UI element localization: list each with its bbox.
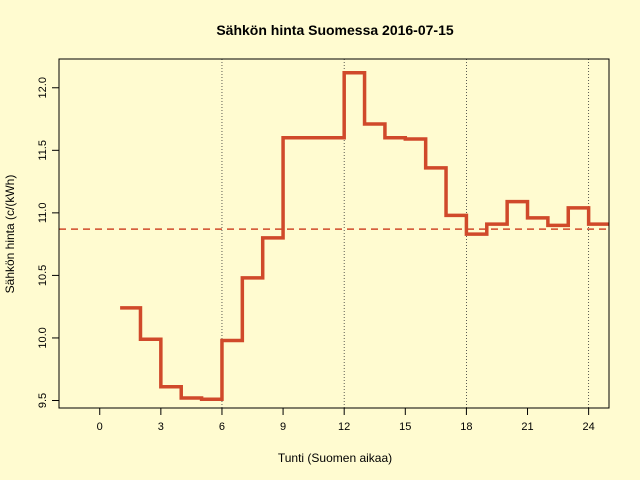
x-tick-label: 21	[521, 421, 533, 433]
y-tick-label: 9.5	[37, 393, 49, 408]
plot-frame	[58, 58, 610, 409]
x-axis-label: Tunti (Suomen aikaa)	[278, 451, 392, 465]
y-tick-label: 11.0	[37, 203, 49, 224]
grid-layer	[59, 59, 609, 408]
x-tick-label: 9	[280, 421, 286, 433]
x-tick-label: 15	[399, 421, 411, 433]
y-tick-label: 10.5	[37, 265, 49, 286]
y-axis-label: Sähkön hinta (c/(kWh)	[3, 175, 17, 294]
x-tick-label: 12	[338, 421, 350, 433]
x-tick-label: 24	[583, 421, 595, 433]
chart-title: Sähkön hinta Suomessa 2016-07-15	[216, 22, 454, 38]
x-tick-label: 6	[219, 421, 225, 433]
x-tick-label: 18	[460, 421, 472, 433]
series-layer	[120, 71, 609, 401]
x-tick-label: 0	[97, 421, 103, 433]
price-step-line	[120, 71, 609, 401]
y-tick-label: 10.0	[37, 327, 49, 348]
y-tick-label: 12.0	[37, 77, 49, 98]
x-tick-label: 3	[158, 421, 164, 433]
y-tick-label: 11.5	[37, 140, 49, 161]
axis-layer: 0 3 6 9 12 15 18 21 24 9.5 10.0 10.5 11.0 11.5 12.0	[37, 77, 595, 433]
